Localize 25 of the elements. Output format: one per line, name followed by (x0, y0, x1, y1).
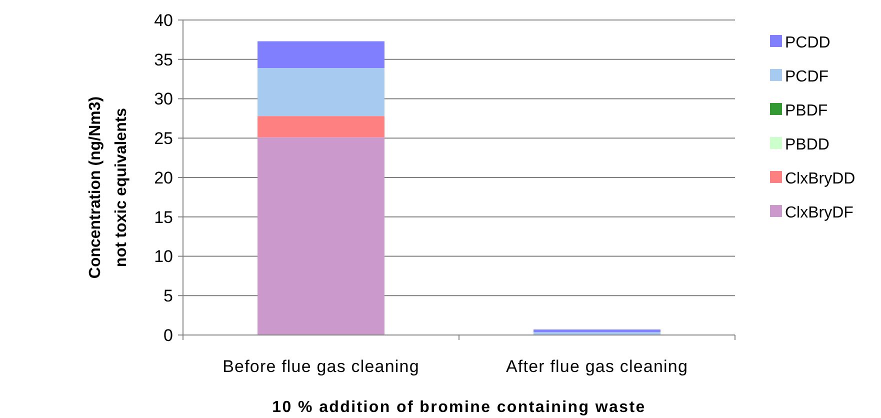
x-tick-label: After flue gas cleaning (506, 357, 688, 376)
legend-label: PCDD (785, 34, 830, 52)
bar (258, 137, 384, 335)
y-tick-label: 35 (154, 50, 173, 70)
y-tick-label: 30 (154, 90, 173, 109)
bar (258, 41, 384, 68)
y-tick-label: 10 (154, 247, 173, 266)
legend-label: ClxBryDF (785, 204, 854, 222)
y-tick-label: 40 (154, 10, 173, 30)
y-tick-label: 5 (164, 286, 173, 306)
y-tick-label: 20 (154, 168, 173, 188)
x-axis-title: 10 % addition of bromine containing waste (272, 399, 646, 416)
bar (534, 332, 660, 335)
x-tick-label: Before flue gas cleaning (222, 357, 420, 376)
bar (258, 68, 384, 116)
y-axis-title: Concentration (ng/Nm3) not toxic equivalents (87, 96, 130, 279)
legend-label: PBDF (785, 102, 828, 120)
legend-label: PCDF (785, 68, 829, 86)
legend-label: ClxBryDD (785, 170, 856, 188)
y-tick-label: 25 (154, 129, 173, 148)
bar (534, 329, 660, 332)
legend-label: PBDD (785, 136, 830, 154)
bar (258, 116, 384, 138)
y-tick-label: 0 (164, 326, 173, 345)
y-tick-label: 15 (154, 208, 173, 227)
